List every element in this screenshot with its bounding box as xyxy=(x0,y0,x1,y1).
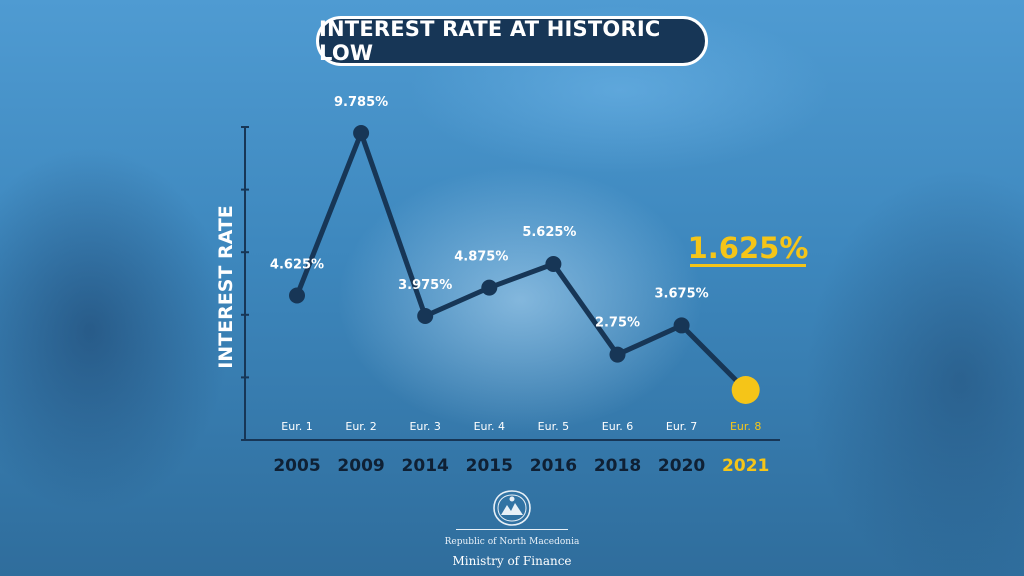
data-point-highlight xyxy=(731,376,760,404)
data-label-highlight: 1.625% xyxy=(688,231,809,265)
coat-of-arms-icon xyxy=(493,490,531,526)
x-tick-label: 2009 xyxy=(337,456,384,476)
x-tick-label: 2014 xyxy=(402,456,449,476)
page-title: INTEREST RATE AT HISTORIC LOW xyxy=(316,16,708,66)
data-label: 2.75% xyxy=(595,316,640,331)
country-name: Republic of North Macedonia xyxy=(444,537,580,547)
data-label: 3.975% xyxy=(398,278,452,293)
eur-label: Eur. 7 xyxy=(666,420,697,433)
data-label: 3.675% xyxy=(655,286,709,301)
eur-label: Eur. 8 xyxy=(730,420,761,433)
series-line xyxy=(294,125,748,392)
data-point xyxy=(545,256,562,273)
data-label: 4.625% xyxy=(270,258,324,273)
x-tick-label: 2005 xyxy=(273,456,320,476)
data-point xyxy=(289,287,305,304)
footer-rule-left xyxy=(456,529,566,530)
ministry-name: Ministry of Finance xyxy=(452,554,572,568)
eur-label: Eur. 2 xyxy=(345,420,376,433)
data-label: 5.625% xyxy=(522,225,576,240)
data-point xyxy=(481,279,498,296)
eur-label: Eur. 1 xyxy=(281,420,312,433)
data-label: 4.875% xyxy=(454,250,508,265)
footer-rule-right xyxy=(536,529,568,530)
eur-label: Eur. 3 xyxy=(409,420,440,433)
x-tick-label: 2015 xyxy=(466,456,513,476)
data-label: 9.785% xyxy=(334,95,388,110)
eur-label: Eur. 5 xyxy=(538,420,569,433)
x-tick-label: 2020 xyxy=(658,456,705,476)
highlight-underline xyxy=(690,264,806,267)
data-point xyxy=(417,307,434,324)
data-point xyxy=(609,346,626,363)
data-point xyxy=(673,317,690,334)
x-tick-label: 2018 xyxy=(594,456,641,476)
x-tick-label: 2016 xyxy=(530,456,577,476)
data-point xyxy=(353,125,370,141)
x-tick-label: 2021 xyxy=(722,456,769,476)
eur-label: Eur. 6 xyxy=(602,420,633,433)
eur-label: Eur. 4 xyxy=(474,420,505,433)
